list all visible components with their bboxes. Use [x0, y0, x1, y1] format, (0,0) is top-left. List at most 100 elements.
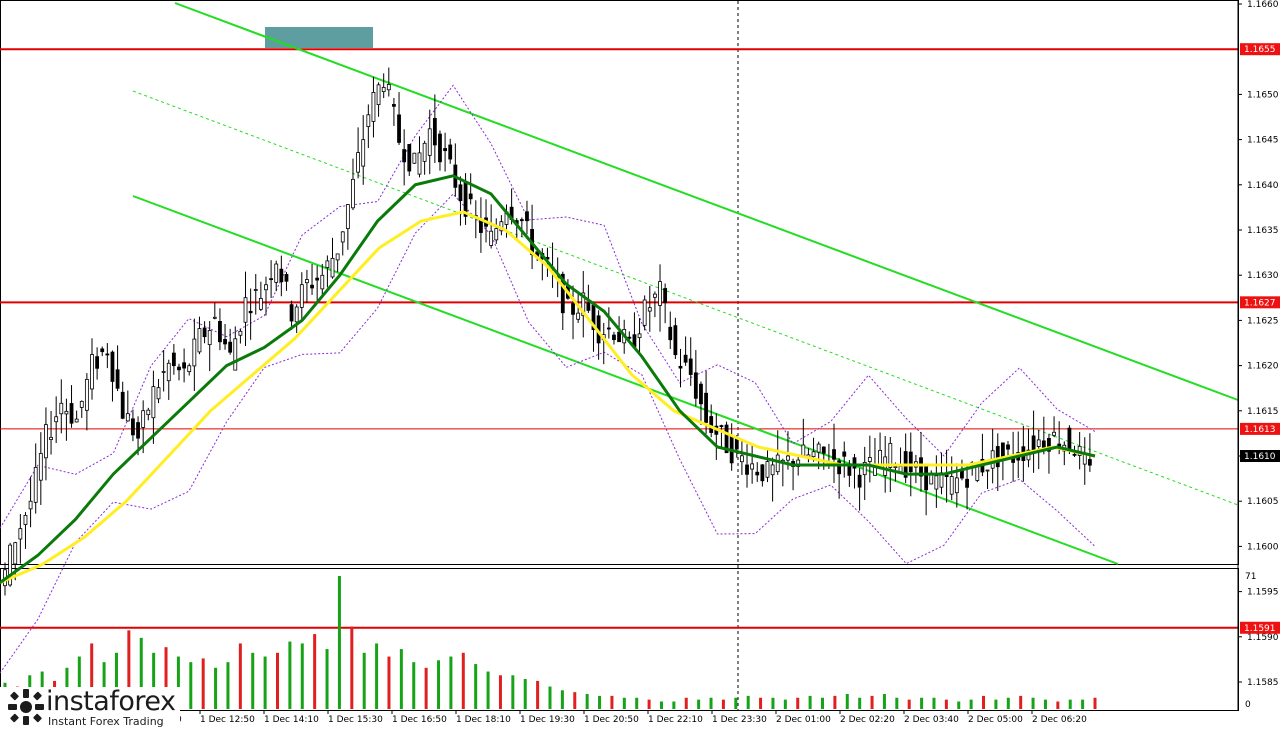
volume-bar: [77, 656, 81, 709]
candle-body: [371, 91, 376, 122]
candle-body: [560, 273, 565, 314]
candle-body: [294, 306, 299, 323]
candle-body: [407, 144, 412, 172]
candle-body: [141, 410, 146, 428]
candle-body: [770, 464, 775, 476]
candle-body: [760, 464, 765, 482]
candle-body: [458, 184, 463, 202]
volume-bar: [746, 695, 750, 709]
candle-body: [432, 117, 437, 146]
time-tick-label: 2 Dec 06:20: [1032, 715, 1087, 725]
candle-body: [269, 278, 274, 281]
sma-slow-line: [0, 210, 1096, 584]
volume-bar: [201, 658, 205, 709]
candle-body: [356, 152, 360, 173]
volume-bar: [1093, 697, 1097, 709]
volume-bar: [783, 699, 787, 709]
candle-body: [1036, 439, 1041, 447]
candle-body: [489, 230, 494, 246]
volume-bar: [189, 662, 193, 709]
candle-body: [218, 321, 222, 343]
volume-bar: [548, 686, 552, 709]
candle-body: [417, 152, 422, 175]
volume-bar: [808, 695, 812, 709]
candle-body: [202, 327, 207, 338]
candle-body: [1000, 442, 1005, 458]
candle-body: [345, 204, 350, 229]
candle-body: [79, 400, 84, 408]
price-tick-label: 1.1650: [1247, 90, 1279, 100]
time-tick-label: 1 Dec 12:50: [200, 715, 255, 725]
candle-body: [84, 379, 89, 411]
volume-bar: [387, 656, 391, 709]
candle-body: [750, 463, 755, 470]
time-tick-label: 1 Dec 20:50: [584, 715, 639, 725]
price-tick-label: 1.1635: [1247, 226, 1279, 236]
candle-body: [494, 228, 499, 241]
candle-body: [438, 133, 442, 163]
candle-body: [284, 274, 289, 282]
candle-body: [115, 369, 120, 389]
time-tick-label: 1 Dec 15:30: [328, 715, 383, 725]
candle-body: [146, 409, 151, 416]
candle-body: [59, 402, 64, 415]
candle-body: [775, 454, 780, 473]
candle-body: [228, 341, 233, 353]
volume-bar: [251, 652, 255, 709]
candle-body: [867, 457, 872, 462]
price-level-tag-label: 1.1627: [1244, 298, 1276, 308]
candle-body: [1052, 431, 1056, 436]
volume-bar: [300, 643, 304, 709]
candle-body: [8, 544, 13, 586]
volume-bar: [263, 656, 267, 709]
candle-body: [919, 457, 923, 477]
volume-bar: [486, 671, 490, 709]
candle-body: [1067, 427, 1072, 451]
candle-body: [1047, 438, 1051, 452]
volume-bar: [375, 643, 379, 709]
supply-zone: [265, 27, 373, 48]
candle-body: [54, 416, 59, 423]
volume-bar: [536, 680, 540, 709]
volume-bar: [659, 701, 663, 709]
candle-body: [693, 372, 698, 399]
volume-bar: [176, 656, 180, 709]
candle-body: [95, 356, 100, 369]
price-tick-label: 1.1620: [1247, 362, 1279, 372]
candle-body: [258, 298, 263, 310]
candle-body: [192, 338, 197, 367]
candle-body: [197, 328, 202, 353]
candle-body: [223, 339, 227, 345]
candle-body: [381, 87, 386, 93]
channel-lower-line: [132, 195, 1119, 565]
price-level-tag: [1240, 621, 1280, 634]
volume-bar: [412, 662, 416, 709]
candle-body: [397, 114, 401, 143]
candle-body: [299, 284, 304, 308]
volume-bar: [102, 662, 106, 709]
volume-bar: [845, 694, 849, 709]
candle-body: [110, 351, 115, 382]
candle-body: [796, 459, 801, 467]
candle-body: [131, 418, 135, 436]
candle-body: [125, 413, 130, 422]
candle-body: [642, 299, 647, 326]
candle-body: [28, 500, 33, 510]
candle-body: [151, 386, 156, 419]
volume-bar: [114, 652, 118, 709]
volume-bar: [1081, 699, 1085, 709]
candle-body: [177, 366, 181, 371]
volume-bar: [833, 695, 837, 709]
price-tick-label: 1.1585: [1247, 678, 1279, 688]
candle-body: [233, 338, 238, 371]
candle-body: [44, 424, 48, 459]
candle-body: [658, 281, 662, 306]
candle-body: [985, 469, 990, 472]
volume-bar: [598, 695, 602, 709]
logo-name: instaforex: [46, 686, 176, 717]
volume-bar: [821, 697, 824, 709]
volume-bar: [276, 652, 279, 709]
candle-body: [724, 424, 729, 454]
candle-body: [637, 333, 642, 339]
